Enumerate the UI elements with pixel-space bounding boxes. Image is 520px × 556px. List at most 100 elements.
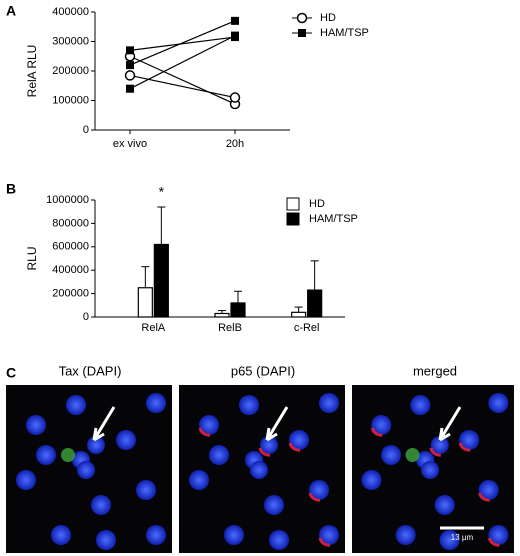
cell: [434, 495, 455, 515]
bar: [230, 302, 246, 318]
cell: [26, 415, 46, 435]
subject-line: [129, 35, 236, 90]
p65-stain: [318, 537, 331, 547]
legend-swatch: [286, 197, 300, 211]
image-title: p65 (DAPI): [231, 363, 295, 378]
cell: [224, 525, 244, 545]
y-tick-label: 800000: [52, 217, 89, 229]
cell: [189, 470, 209, 490]
point: [231, 31, 239, 40]
y-tick-label: 400000: [52, 6, 89, 18]
cell: [51, 525, 71, 545]
x-tick-label: ex vivo: [113, 138, 147, 150]
bar: [307, 289, 323, 318]
y-tick-label: 300000: [52, 35, 89, 47]
cell: [146, 393, 166, 413]
x-tick-label: c-Rel: [294, 322, 320, 334]
arrow: [265, 406, 289, 442]
y-tick-label: 600000: [52, 241, 89, 253]
cell: [36, 445, 56, 465]
cell: [264, 495, 284, 515]
point: [229, 92, 241, 103]
legend-label: HD: [320, 12, 336, 24]
legend-swatch: [286, 212, 300, 226]
cell: [136, 480, 156, 500]
cell: [395, 525, 416, 545]
cell: [488, 393, 509, 413]
significance: *: [159, 184, 165, 200]
legend-label: HD: [309, 198, 325, 210]
y-tick-label: 200000: [52, 65, 89, 77]
cell: [260, 436, 278, 454]
x-tick-label: RelB: [218, 322, 242, 334]
cell: [96, 530, 116, 550]
cell: [319, 393, 339, 413]
legend-label: HAM/TSP: [309, 213, 358, 225]
cell: [430, 436, 449, 454]
bar: [214, 312, 230, 318]
point: [298, 29, 306, 37]
panel-label: A: [6, 3, 16, 19]
cell: [77, 461, 95, 479]
cell: [250, 461, 268, 479]
panel-label: C: [6, 365, 16, 381]
cell: [87, 436, 105, 454]
point: [126, 61, 134, 70]
bar: [137, 287, 153, 318]
point: [126, 46, 134, 55]
p65-stain: [258, 447, 271, 457]
y-axis-label: RLU: [25, 246, 39, 270]
image-title: Tax (DAPI): [59, 363, 122, 378]
cell: [146, 525, 166, 545]
cell: [459, 430, 480, 450]
cell: [239, 395, 259, 415]
p65-stain: [288, 442, 301, 452]
arrow: [438, 406, 462, 442]
y-tick-label: 400000: [52, 264, 89, 276]
p65-stain: [308, 492, 321, 502]
cell: [289, 430, 309, 450]
y-tick-label: 200000: [52, 288, 89, 300]
cell: [410, 395, 431, 415]
panel-label: B: [6, 181, 16, 197]
cell: [478, 480, 499, 500]
image-title: merged: [413, 363, 457, 378]
micrographs: [6, 385, 514, 553]
cell: [116, 430, 136, 450]
legend-label: HAM/TSP: [320, 27, 369, 39]
tax-stain: [61, 448, 75, 462]
cell: [439, 530, 460, 550]
point: [231, 16, 239, 25]
cell: [66, 395, 86, 415]
p65-stain: [429, 447, 442, 457]
cell: [309, 480, 329, 500]
point: [126, 84, 134, 93]
x-tick-label: 20h: [226, 138, 244, 150]
cell: [319, 525, 339, 545]
y-tick-label: 100000: [52, 94, 89, 106]
scale-bar-label: 13 μm: [451, 533, 474, 542]
y-axis-label: RelA RLU: [25, 45, 39, 98]
y-tick-label: 1000000: [46, 194, 89, 206]
subject-line: [129, 36, 236, 51]
p65-stain: [198, 427, 211, 437]
tax-stain: [405, 448, 420, 462]
bar: [153, 243, 169, 318]
point: [296, 12, 308, 24]
p65-stain: [478, 492, 490, 502]
cell: [361, 470, 382, 490]
cell: [371, 415, 392, 435]
cell: [209, 445, 229, 465]
cell: [421, 461, 440, 479]
y-tick-label: 0: [83, 124, 89, 136]
cell: [381, 445, 402, 465]
p65-stain: [370, 427, 383, 437]
cell: [269, 530, 289, 550]
cell: [91, 495, 111, 515]
subject-line: [129, 55, 236, 105]
subject-line: [129, 20, 236, 66]
cell: [488, 525, 509, 545]
subject-line: [129, 74, 236, 99]
